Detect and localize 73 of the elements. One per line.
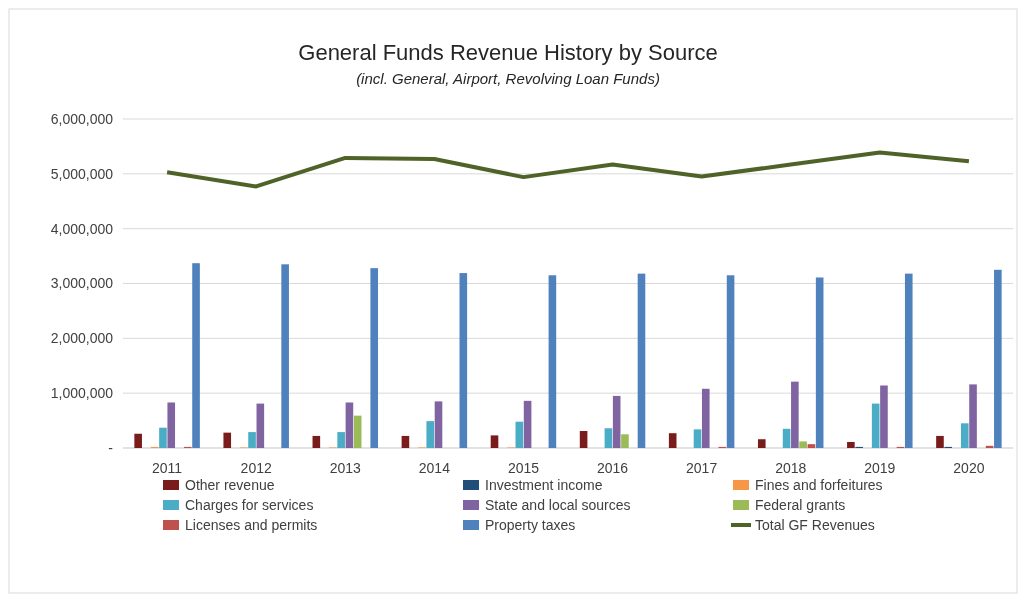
legend-label: State and local sources [485,496,631,513]
bar [604,428,613,448]
x-tick-label: 2018 [775,460,807,476]
y-tick-label: - [108,439,114,456]
x-tick-label: 2013 [329,460,362,476]
bar [548,275,557,448]
bar [459,273,468,448]
line-series [165,150,971,189]
bar [370,268,379,448]
bar [248,432,256,448]
chart-subtitle: (incl. General, Airport, Revolving Loan Funds) [356,70,660,87]
bar [637,273,646,448]
y-tick-label: 1,000,000 [50,385,114,402]
legend-label: Licenses and permits [185,516,318,533]
y-tick-label: 4,000,000 [50,220,114,237]
bar [159,427,167,448]
x-tick-label: 2011 [152,460,183,476]
bar [960,423,969,448]
bar [281,264,289,448]
bar [871,403,880,448]
bar [523,400,532,448]
bar [807,444,816,448]
bar [621,434,629,448]
x-tick-label: 2015 [507,460,540,476]
bar [579,431,588,448]
legend-label: Other revenue [185,476,275,493]
bar [134,433,142,448]
bar [791,381,799,448]
bar [434,401,443,448]
bar [693,429,702,448]
x-tick-label: 2012 [240,460,272,476]
bar [490,435,499,448]
legend-label: Fines and forfeitures [755,476,883,493]
bar [847,441,855,448]
bar [799,441,807,448]
bar [936,435,944,448]
bar [904,273,913,448]
bar [701,388,710,448]
bar [880,385,888,448]
legend-label: Charges for services [185,496,314,513]
y-tick-label: 6,000,000 [50,110,114,127]
bar [612,395,621,448]
x-tick-label: 2016 [596,460,629,476]
legend-label: Total GF Revenues [755,516,875,533]
legend-label: Investment income [485,476,603,493]
bar [782,428,791,448]
bar [345,402,354,448]
bar [312,435,321,448]
legend-label: Federal grants [755,496,846,513]
bar [167,402,176,448]
x-tick-label: 2020 [953,460,985,476]
bar [192,263,200,448]
bar [337,432,345,448]
bar [994,269,1002,448]
x-tick-label: 2019 [864,460,896,476]
bar [757,439,766,448]
chart-title: General Funds Revenue History by Source [298,40,718,65]
x-tick-label: 2014 [418,460,451,476]
y-tick-label: 3,000,000 [50,275,114,292]
legend-label: Property taxes [485,516,576,533]
bar [223,432,232,448]
bar [353,415,362,448]
bar [969,384,977,448]
bar [401,435,410,448]
bar [668,433,677,448]
bar [515,421,524,448]
bar [815,277,824,448]
y-tick-label: 2,000,000 [50,330,114,347]
bar [426,421,435,448]
bar [726,275,735,448]
x-tick-label: 2017 [686,460,718,476]
bar [256,403,265,448]
y-tick-label: 5,000,000 [50,165,114,182]
